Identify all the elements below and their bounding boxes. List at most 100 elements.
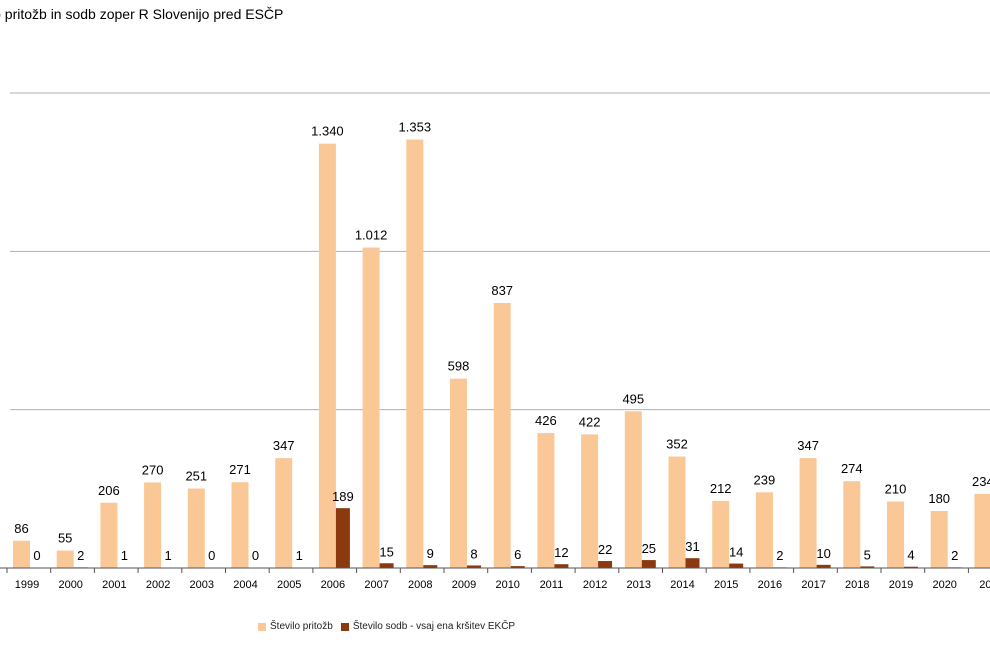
data-label-complaints: 274 xyxy=(841,461,863,476)
data-label-judgments: 0 xyxy=(33,548,40,563)
x-tick-label: 2019 xyxy=(889,579,913,591)
bar-judgments xyxy=(379,563,394,568)
bar-complaints xyxy=(56,550,74,568)
bar-complaints xyxy=(231,482,249,568)
bar-judgments xyxy=(510,566,525,568)
bar-complaints xyxy=(668,456,686,568)
x-tick-label: 2004 xyxy=(233,579,257,591)
data-label-judgments: 15 xyxy=(379,544,393,559)
data-label-complaints: 270 xyxy=(142,463,164,478)
bar-complaints xyxy=(493,302,511,568)
x-tick-label: 2018 xyxy=(845,579,869,591)
data-label-judgments: 6 xyxy=(514,547,521,562)
data-label-complaints: 352 xyxy=(666,437,688,452)
legend-item-complaints: Število pritožb xyxy=(258,621,333,632)
bar-complaints xyxy=(581,434,599,568)
data-label-judgments: 0 xyxy=(208,548,215,563)
bar-complaints xyxy=(712,500,730,568)
legend-item-judgments: Število sodb - vsaj ena kršitev EKČP xyxy=(340,621,516,632)
data-label-judgments: 2 xyxy=(77,548,84,563)
x-tick-label: 2011 xyxy=(540,579,564,591)
data-label-judgments: 189 xyxy=(332,489,354,504)
data-label-complaints: 347 xyxy=(273,438,295,453)
data-label-complaints: 1.340 xyxy=(311,124,344,139)
x-tick-label: 2006 xyxy=(321,579,345,591)
bar-judgments xyxy=(335,508,350,568)
x-tick-label: 2002 xyxy=(146,579,170,591)
data-label-judgments: 25 xyxy=(642,541,656,556)
bar-complaints xyxy=(100,502,118,568)
bar-complaints xyxy=(799,458,817,568)
x-tick-label: 1999 xyxy=(15,579,39,591)
x-tick-label: 2007 xyxy=(364,579,388,591)
data-label-complaints: 598 xyxy=(448,359,470,374)
x-tick-label: 202 xyxy=(979,579,990,591)
data-label-complaints: 210 xyxy=(885,482,907,497)
x-tick-label: 2001 xyxy=(102,579,126,591)
data-label-judgments: 1 xyxy=(121,548,128,563)
bar-judgments xyxy=(685,558,700,568)
bar-complaints xyxy=(930,511,948,568)
data-label-judgments: 22 xyxy=(598,542,612,557)
x-tick-label: 2005 xyxy=(277,579,301,591)
legend-label-judgments: Število sodb - vsaj ena kršitev EKČP xyxy=(352,621,516,632)
x-tick-label: 2015 xyxy=(714,579,738,591)
bar-complaints xyxy=(318,143,336,568)
data-label-judgments: 8 xyxy=(470,546,477,561)
x-tick-label: 2014 xyxy=(670,579,694,591)
data-label-complaints: 206 xyxy=(98,483,120,498)
data-label-complaints: 86 xyxy=(14,521,28,536)
bar-complaints xyxy=(144,482,162,568)
data-label-judgments: 5 xyxy=(864,547,871,562)
x-tick-label: 2003 xyxy=(190,579,214,591)
data-label-complaints: 212 xyxy=(710,481,732,496)
bar-judgments xyxy=(816,564,831,568)
x-tick-label: 2016 xyxy=(758,579,782,591)
bar-judgments xyxy=(554,564,569,568)
bar-complaints xyxy=(537,433,555,568)
legend-swatch-judgments xyxy=(340,622,349,631)
bar-complaints xyxy=(755,492,773,568)
data-label-judgments: 10 xyxy=(816,546,830,561)
x-tick-label: 2010 xyxy=(495,579,519,591)
data-label-complaints: 271 xyxy=(229,462,251,477)
data-label-judgments: 0 xyxy=(252,548,259,563)
bar-judgments xyxy=(423,565,438,568)
bar-complaints xyxy=(974,493,990,568)
x-tick-label: 2013 xyxy=(627,579,651,591)
x-tick-label: 2008 xyxy=(408,579,432,591)
data-label-judgments: 31 xyxy=(685,539,699,554)
data-label-judgments: 12 xyxy=(554,545,568,560)
x-tick-label: 2009 xyxy=(452,579,476,591)
bar-judgments xyxy=(641,560,656,568)
x-tick-label: 2017 xyxy=(801,579,825,591)
bar-judgments xyxy=(860,566,875,568)
data-label-complaints: 55 xyxy=(58,531,72,546)
chart-title: lo pritožb in sodb zoper R Slovenijo pre… xyxy=(0,6,284,22)
data-label-judgments: 2 xyxy=(776,548,783,563)
bar-judgments xyxy=(598,561,613,568)
bar-judgments xyxy=(729,563,744,568)
data-label-complaints: 495 xyxy=(622,391,644,406)
data-label-complaints: 239 xyxy=(754,472,776,487)
data-label-judgments: 2 xyxy=(951,548,958,563)
bar-complaints xyxy=(406,139,424,569)
legend-swatch-complaints xyxy=(258,622,266,631)
x-tick-label: 2012 xyxy=(583,579,607,591)
data-label-judgments: 1 xyxy=(296,548,303,563)
data-label-complaints: 251 xyxy=(185,469,207,484)
x-tick-label: 2000 xyxy=(58,579,82,591)
data-label-complaints: 180 xyxy=(928,491,950,506)
bar-complaints xyxy=(362,247,380,569)
data-label-complaints: 1.012 xyxy=(355,228,388,243)
bar-complaints xyxy=(450,378,467,568)
bar-judgments xyxy=(467,565,481,568)
data-label-complaints: 837 xyxy=(491,283,513,298)
x-tick-label: 2020 xyxy=(932,579,956,591)
data-label-complaints: 234 xyxy=(972,474,990,489)
data-label-complaints: 426 xyxy=(535,413,557,428)
legend: Število pritožb Število sodb - vsaj ena … xyxy=(258,621,519,632)
data-label-judgments: 4 xyxy=(907,548,914,563)
bar-complaints xyxy=(275,458,293,568)
